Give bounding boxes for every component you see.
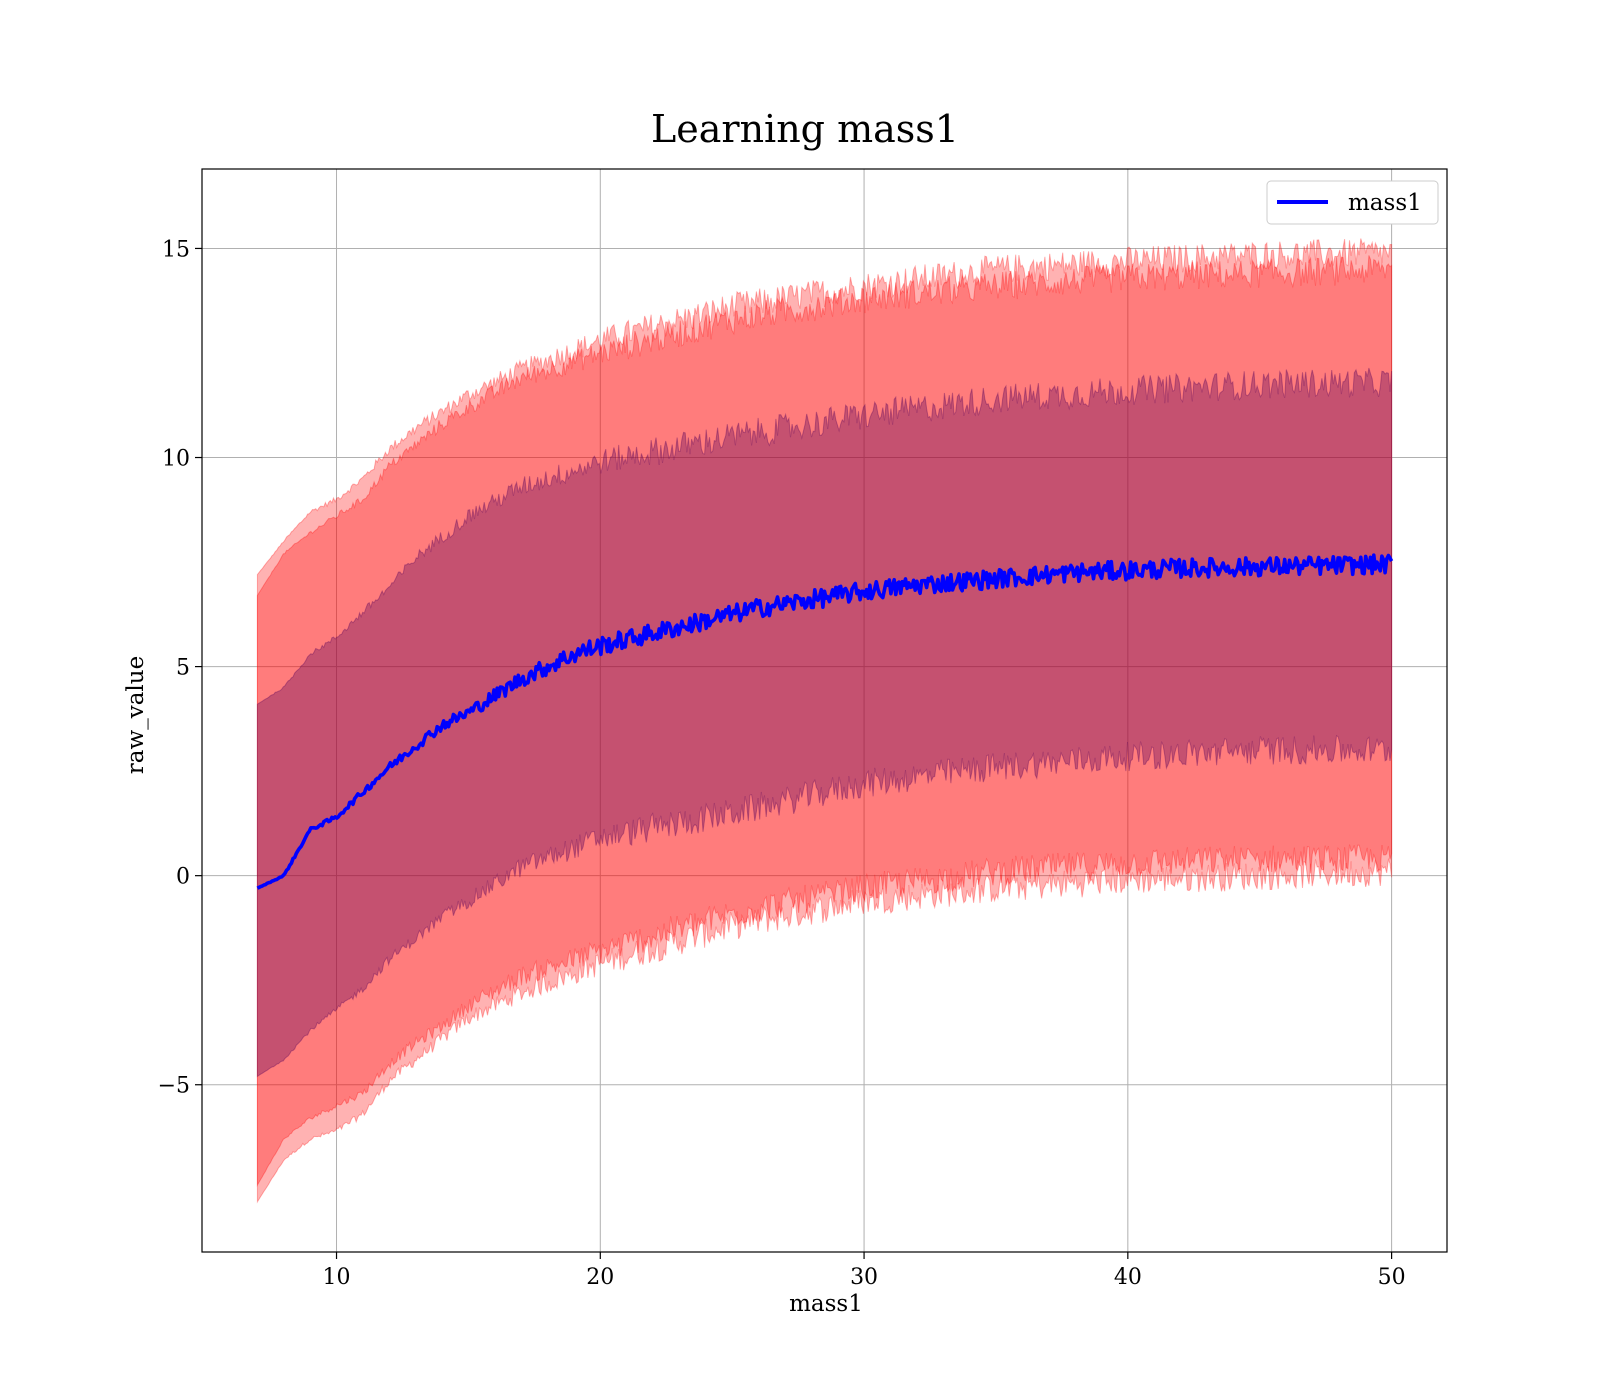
y-axis-label: raw_value <box>123 656 149 774</box>
y-tick-label: 0 <box>176 865 190 890</box>
y-tick-label: 15 <box>162 237 190 262</box>
y-axis-ticks: −5 0 5 10 15 <box>158 237 202 1099</box>
band-middle <box>256 255 1393 1187</box>
legend-box <box>1266 180 1439 225</box>
confidence-bands <box>256 238 1393 1204</box>
y-tick-label: 5 <box>176 656 190 681</box>
legend: mass1 <box>1266 180 1439 225</box>
x-tick-label: 40 <box>1114 1265 1142 1290</box>
x-axis-ticks: 10 20 30 40 50 <box>323 1252 1406 1290</box>
x-axis-label: mass1 <box>789 1291 863 1317</box>
band-outer <box>256 238 1393 1204</box>
chart-title: Learning mass1 <box>651 107 959 151</box>
axes-frame <box>201 168 1448 1253</box>
x-tick-label: 50 <box>1378 1265 1406 1290</box>
x-tick-label: 30 <box>850 1265 878 1290</box>
y-tick-label: −5 <box>158 1074 190 1099</box>
y-tick-label: 10 <box>162 447 190 472</box>
legend-label-mass1: mass1 <box>1348 190 1422 216</box>
series-line-mass1 <box>256 553 1394 890</box>
band-inner <box>256 367 1393 1078</box>
grid-lines <box>202 169 1447 1252</box>
x-tick-label: 20 <box>586 1265 614 1290</box>
series-lines <box>256 553 1394 890</box>
x-tick-label: 10 <box>323 1265 351 1290</box>
